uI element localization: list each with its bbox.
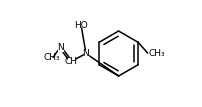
- Text: CH: CH: [64, 57, 77, 66]
- Text: CH₃: CH₃: [43, 53, 60, 62]
- Polygon shape: [83, 50, 88, 57]
- Text: CH₃: CH₃: [148, 49, 164, 58]
- Polygon shape: [58, 43, 62, 51]
- Polygon shape: [67, 58, 74, 65]
- Text: N: N: [82, 49, 89, 58]
- Text: HO: HO: [74, 21, 88, 30]
- Text: N: N: [57, 43, 63, 52]
